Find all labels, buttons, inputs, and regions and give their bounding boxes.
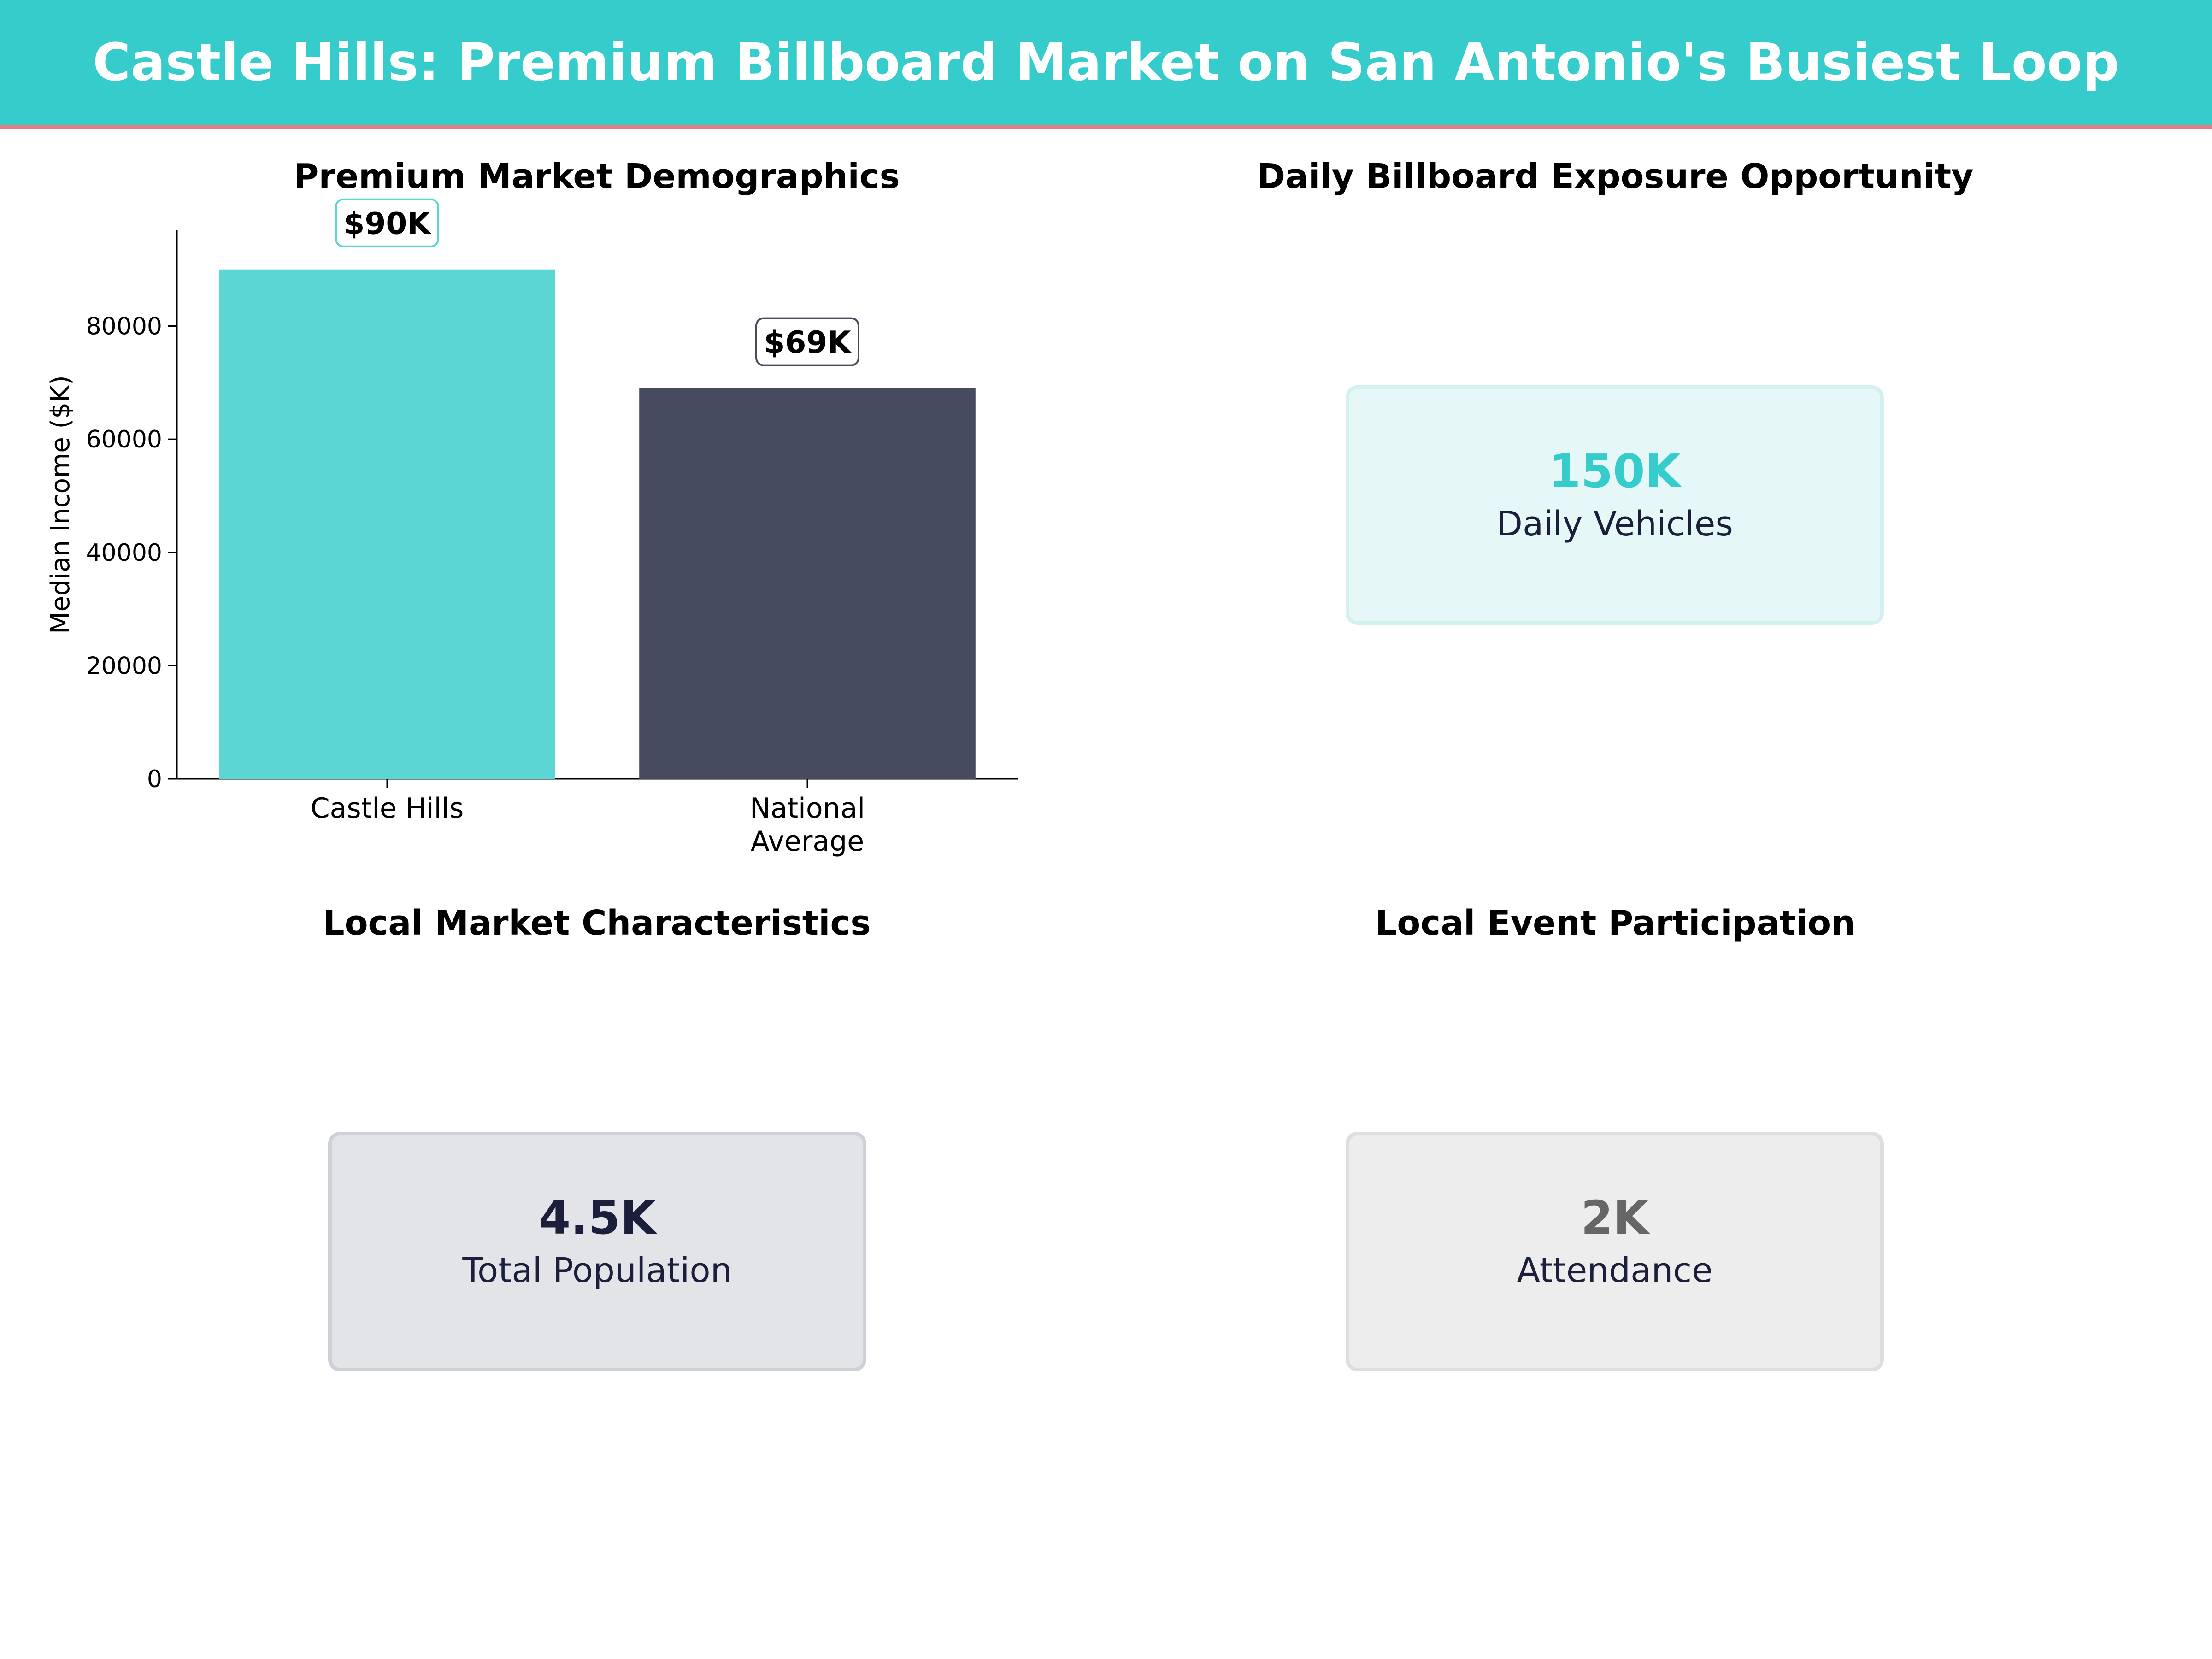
y-tick-label-1: 20000 [86,652,162,680]
attendance-value: 2K [1581,1191,1649,1245]
exposure-panel-title: Daily Billboard Exposure Opportunity [1257,157,1974,196]
y-tick-label-3: 60000 [86,426,162,453]
data-label-box-0 [335,198,439,247]
bar-0 [219,269,555,779]
bar-1 [639,388,976,779]
x-tick-label-0: Castle Hills [311,792,464,824]
data-label-1: $69K [764,325,853,360]
total-population-value: 4.5K [538,1191,656,1245]
page-title: Castle Hills: Premium Billboard Market o… [93,33,2119,93]
attendance-card: 2K Attendance [1346,1132,1884,1371]
data-label-0: $90K [344,206,432,241]
daily-vehicles-card: 150K Daily Vehicles [1346,385,1884,625]
total-population-label: Total Population [462,1251,732,1290]
y-tick-label-2: 40000 [86,539,162,567]
y-axis-label: Median Income ($K) [46,375,76,634]
income-bar-chart: 0 20000 40000 60000 80000 Median Income ($K) C… [46,198,1018,858]
y-tick-label-0: 0 [147,765,162,793]
header-banner: Castle Hills: Premium Billboard Market o… [0,0,2212,129]
attendance-label: Attendance [1517,1251,1713,1290]
demographics-panel-title: Premium Market Demographics [294,157,900,196]
total-population-card: 4.5K Total Population [328,1132,866,1371]
events-panel-title: Local Event Participation [1375,903,1855,943]
daily-vehicles-value: 150K [1548,444,1681,498]
daily-vehicles-label: Daily Vehicles [1496,504,1733,544]
data-label-box-1 [755,317,859,366]
characteristics-panel-title: Local Market Characteristics [323,903,871,943]
x-tick-label-1: National Average [750,792,865,858]
y-tick-label-4: 80000 [86,313,162,341]
